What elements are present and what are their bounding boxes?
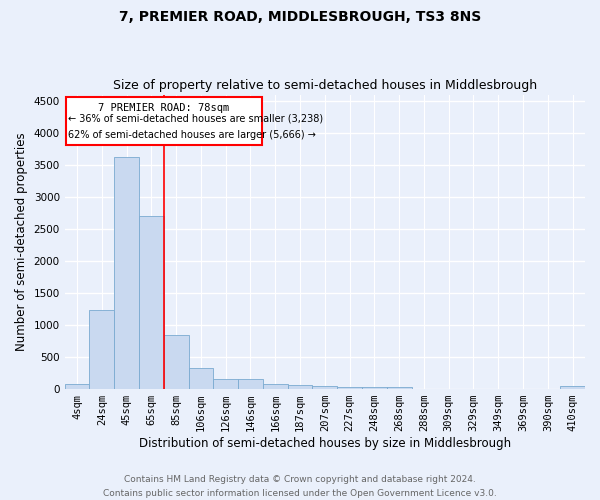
Title: Size of property relative to semi-detached houses in Middlesbrough: Size of property relative to semi-detach… (113, 79, 537, 92)
Bar (238, 379, 263, 389)
X-axis label: Distribution of semi-detached houses by size in Middlesbrough: Distribution of semi-detached houses by … (139, 437, 511, 450)
Bar (114, 156, 139, 389)
Bar (313, 386, 337, 389)
Text: 7, PREMIER ROAD, MIDDLESBROUGH, TS3 8NS: 7, PREMIER ROAD, MIDDLESBROUGH, TS3 8NS (119, 10, 481, 24)
Bar (387, 387, 412, 389)
Bar (188, 368, 214, 389)
Bar (65, 384, 89, 389)
Y-axis label: Number of semi-detached properties: Number of semi-detached properties (15, 132, 28, 351)
Bar (214, 379, 238, 389)
Text: Contains HM Land Registry data © Crown copyright and database right 2024.
Contai: Contains HM Land Registry data © Crown c… (103, 476, 497, 498)
Bar (89, 310, 114, 389)
FancyBboxPatch shape (66, 98, 262, 145)
Bar (560, 386, 585, 389)
Text: ← 36% of semi-detached houses are smaller (3,238): ← 36% of semi-detached houses are smalle… (68, 114, 323, 124)
Text: 7 PREMIER ROAD: 78sqm: 7 PREMIER ROAD: 78sqm (98, 103, 229, 113)
Bar (287, 385, 313, 389)
Bar (164, 336, 188, 389)
Bar (263, 384, 287, 389)
Text: 62% of semi-detached houses are larger (5,666) →: 62% of semi-detached houses are larger (… (68, 130, 316, 140)
Bar (139, 216, 164, 389)
Bar (362, 387, 387, 389)
Bar (337, 386, 362, 389)
